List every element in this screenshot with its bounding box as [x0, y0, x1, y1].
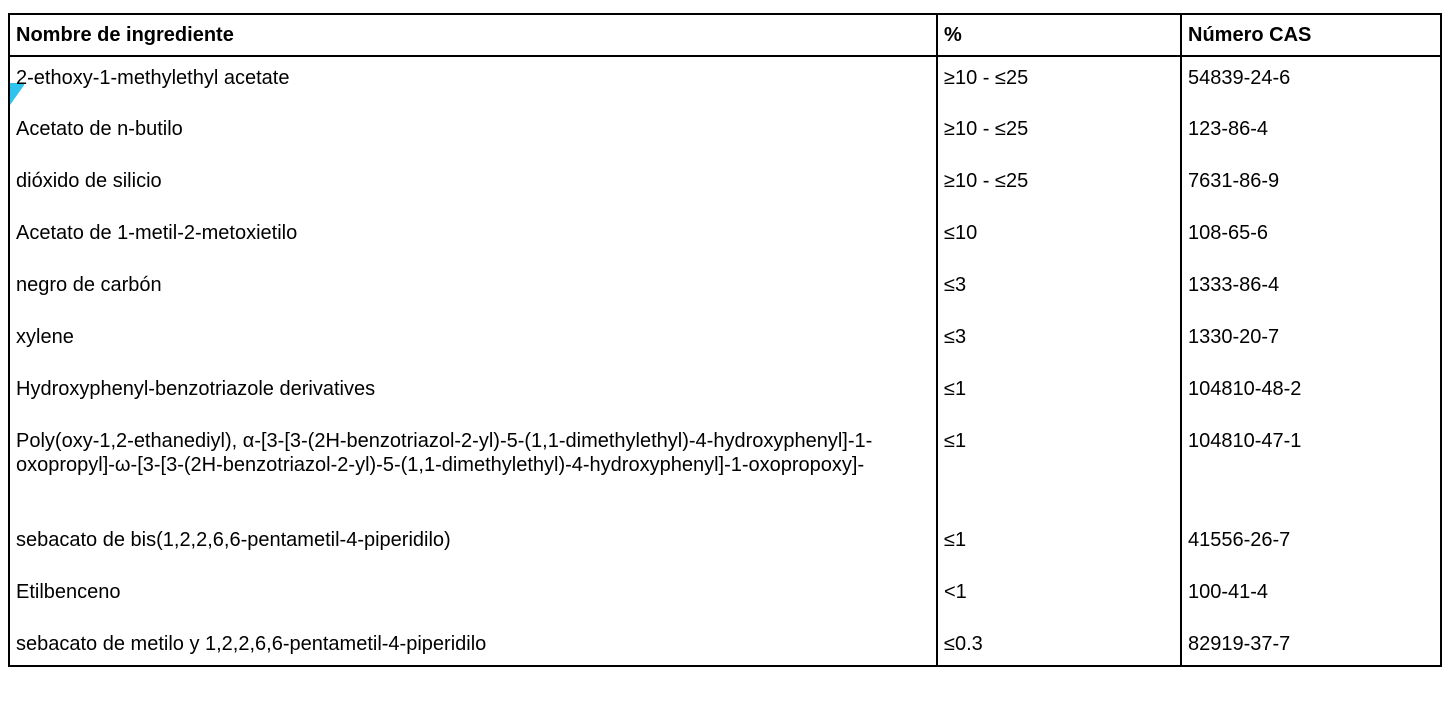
- cas-cell: 108-65-6: [1180, 212, 1442, 264]
- table-row: dióxido de silicio ≥10 - ≤25 7631-86-9: [8, 160, 1442, 212]
- percent-cell: ≤1: [936, 368, 1182, 420]
- header-percent: %: [936, 13, 1182, 57]
- table-row: sebacato de bis(1,2,2,6,6-pentametil-4-p…: [8, 519, 1442, 571]
- ingredient-name-cell: Etilbenceno: [8, 571, 938, 623]
- cas-cell: 54839-24-6: [1180, 56, 1442, 108]
- ingredient-name-cell: sebacato de metilo y 1,2,2,6,6-pentameti…: [8, 623, 938, 667]
- ingredient-name-cell: 2-ethoxy-1-methylethyl acetate: [8, 56, 938, 108]
- percent-cell: ≤10: [936, 212, 1182, 264]
- ingredient-name: 2-ethoxy-1-methylethyl acetate: [16, 67, 290, 89]
- table-header-row: Nombre de ingrediente % Número CAS: [8, 13, 1442, 57]
- cas-cell: 100-41-4: [1180, 571, 1442, 623]
- table-row: negro de carbón ≤3 1333-86-4: [8, 264, 1442, 316]
- percent-cell: ≤3: [936, 264, 1182, 316]
- header-cas-number: Número CAS: [1180, 13, 1442, 57]
- cas-cell: 1330-20-7: [1180, 316, 1442, 368]
- percent-cell: ≤1: [936, 420, 1182, 519]
- ingredients-table: Nombre de ingrediente % Número CAS 2-eth…: [8, 13, 1442, 667]
- table-row: 2-ethoxy-1-methylethyl acetate ≥10 - ≤25…: [8, 56, 1442, 108]
- ingredient-name-cell: xylene: [8, 316, 938, 368]
- table-row: sebacato de metilo y 1,2,2,6,6-pentameti…: [8, 623, 1442, 667]
- cas-cell: 41556-26-7: [1180, 519, 1442, 571]
- ingredient-name-cell: negro de carbón: [8, 264, 938, 316]
- percent-cell: ≤1: [936, 519, 1182, 571]
- ingredient-name-cell: Acetato de n-butilo: [8, 108, 938, 160]
- cas-cell: 82919-37-7: [1180, 623, 1442, 667]
- ingredient-name-cell: sebacato de bis(1,2,2,6,6-pentametil-4-p…: [8, 519, 938, 571]
- cas-cell: 123-86-4: [1180, 108, 1442, 160]
- table-row: xylene ≤3 1330-20-7: [8, 316, 1442, 368]
- ingredient-name-cell: Acetato de 1-metil-2-metoxietilo: [8, 212, 938, 264]
- percent-cell: ≤0.3: [936, 623, 1182, 667]
- percent-cell: ≥10 - ≤25: [936, 108, 1182, 160]
- percent-cell: ≤3: [936, 316, 1182, 368]
- table-row: Acetato de n-butilo ≥10 - ≤25 123-86-4: [8, 108, 1442, 160]
- cas-cell: 104810-47-1: [1180, 420, 1442, 519]
- percent-cell: ≥10 - ≤25: [936, 56, 1182, 108]
- cas-cell: 7631-86-9: [1180, 160, 1442, 212]
- table-row: Etilbenceno <1 100-41-4: [8, 571, 1442, 623]
- ingredient-name-cell: Poly(oxy-1,2-ethanediyl), α-[3-[3-(2H-be…: [8, 420, 938, 519]
- percent-cell: ≥10 - ≤25: [936, 160, 1182, 212]
- ingredient-name-cell: dióxido de silicio: [8, 160, 938, 212]
- ingredient-name-cell: Hydroxyphenyl-benzotriazole derivatives: [8, 368, 938, 420]
- table-row: Hydroxyphenyl-benzotriazole derivatives …: [8, 368, 1442, 420]
- table-row: Poly(oxy-1,2-ethanediyl), α-[3-[3-(2H-be…: [8, 420, 1442, 519]
- percent-cell: <1: [936, 571, 1182, 623]
- table-row: Acetato de 1-metil-2-metoxietilo ≤10 108…: [8, 212, 1442, 264]
- header-ingredient-name: Nombre de ingrediente: [8, 13, 938, 57]
- cas-cell: 1333-86-4: [1180, 264, 1442, 316]
- cas-cell: 104810-48-2: [1180, 368, 1442, 420]
